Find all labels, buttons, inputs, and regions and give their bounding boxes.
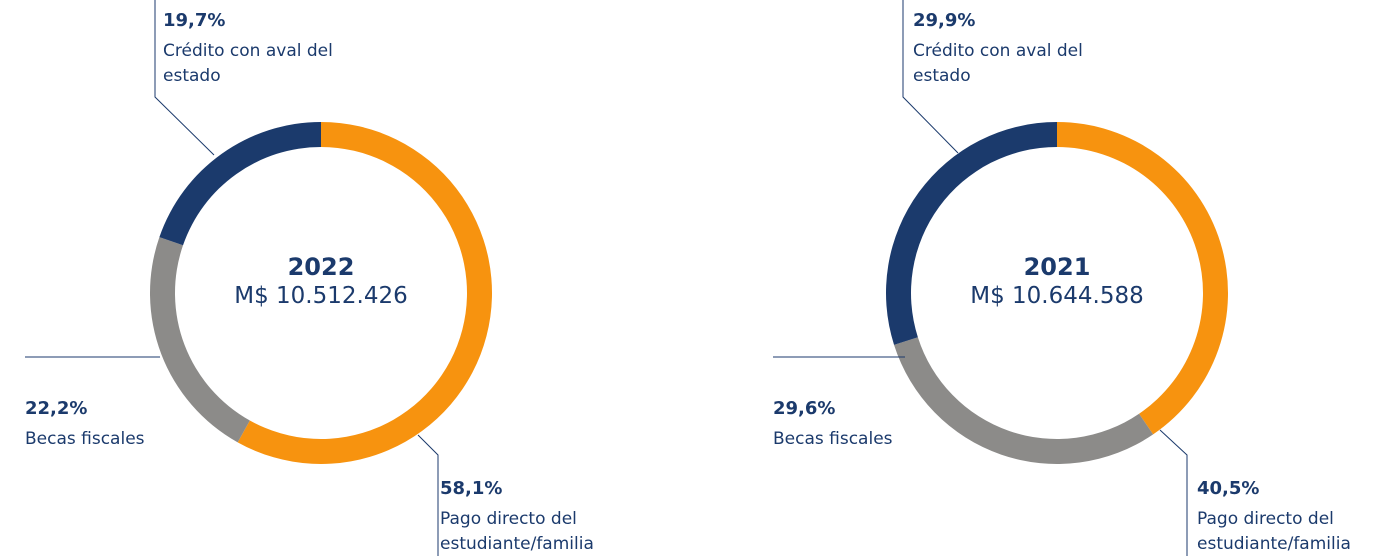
segment-label: 40,5% Pago directo del estudiante/familia [1197,476,1387,556]
donut-segment [885,122,1057,345]
segment-label: 58,1% Pago directo del estudiante/familia [440,476,630,556]
center-year: 2022 [287,253,355,281]
donut-segment [159,122,321,246]
center-text: 2021 M$ 10.644.588 [927,253,1187,309]
center-amount: M$ 10.644.588 [970,283,1144,309]
percent-label: 29,9% [913,10,976,31]
segment-label: 29,6% Becas fiscales [773,396,963,452]
leader-line [417,434,439,556]
percent-label: 22,2% [25,398,88,419]
segment-label: 22,2% Becas fiscales [25,396,215,452]
center-amount: M$ 10.512.426 [234,283,408,309]
leader-line [902,0,959,154]
category-label: Crédito con aval del estado [913,41,1083,86]
category-label: Becas fiscales [773,429,893,449]
donut-segment [894,337,1154,464]
category-label: Becas fiscales [25,429,145,449]
donut-segment [149,237,250,443]
percent-label: 29,6% [773,398,836,419]
leader-line [1159,429,1188,556]
donut-segment [237,122,492,464]
center-text: 2022 M$ 10.512.426 [191,253,451,309]
donut-segment [1057,122,1228,435]
category-label: Pago directo del estudiante/familia [440,509,594,554]
leader-line [154,0,215,156]
center-year: 2021 [1023,253,1091,281]
segment-label: 19,7% Crédito con aval del estado [163,8,353,89]
category-label: Pago directo del estudiante/familia [1197,509,1351,554]
percent-label: 58,1% [440,478,503,499]
category-label: Crédito con aval del estado [163,41,333,86]
percent-label: 40,5% [1197,478,1260,499]
percent-label: 19,7% [163,10,226,31]
segment-label: 29,9% Crédito con aval del estado [913,8,1103,89]
